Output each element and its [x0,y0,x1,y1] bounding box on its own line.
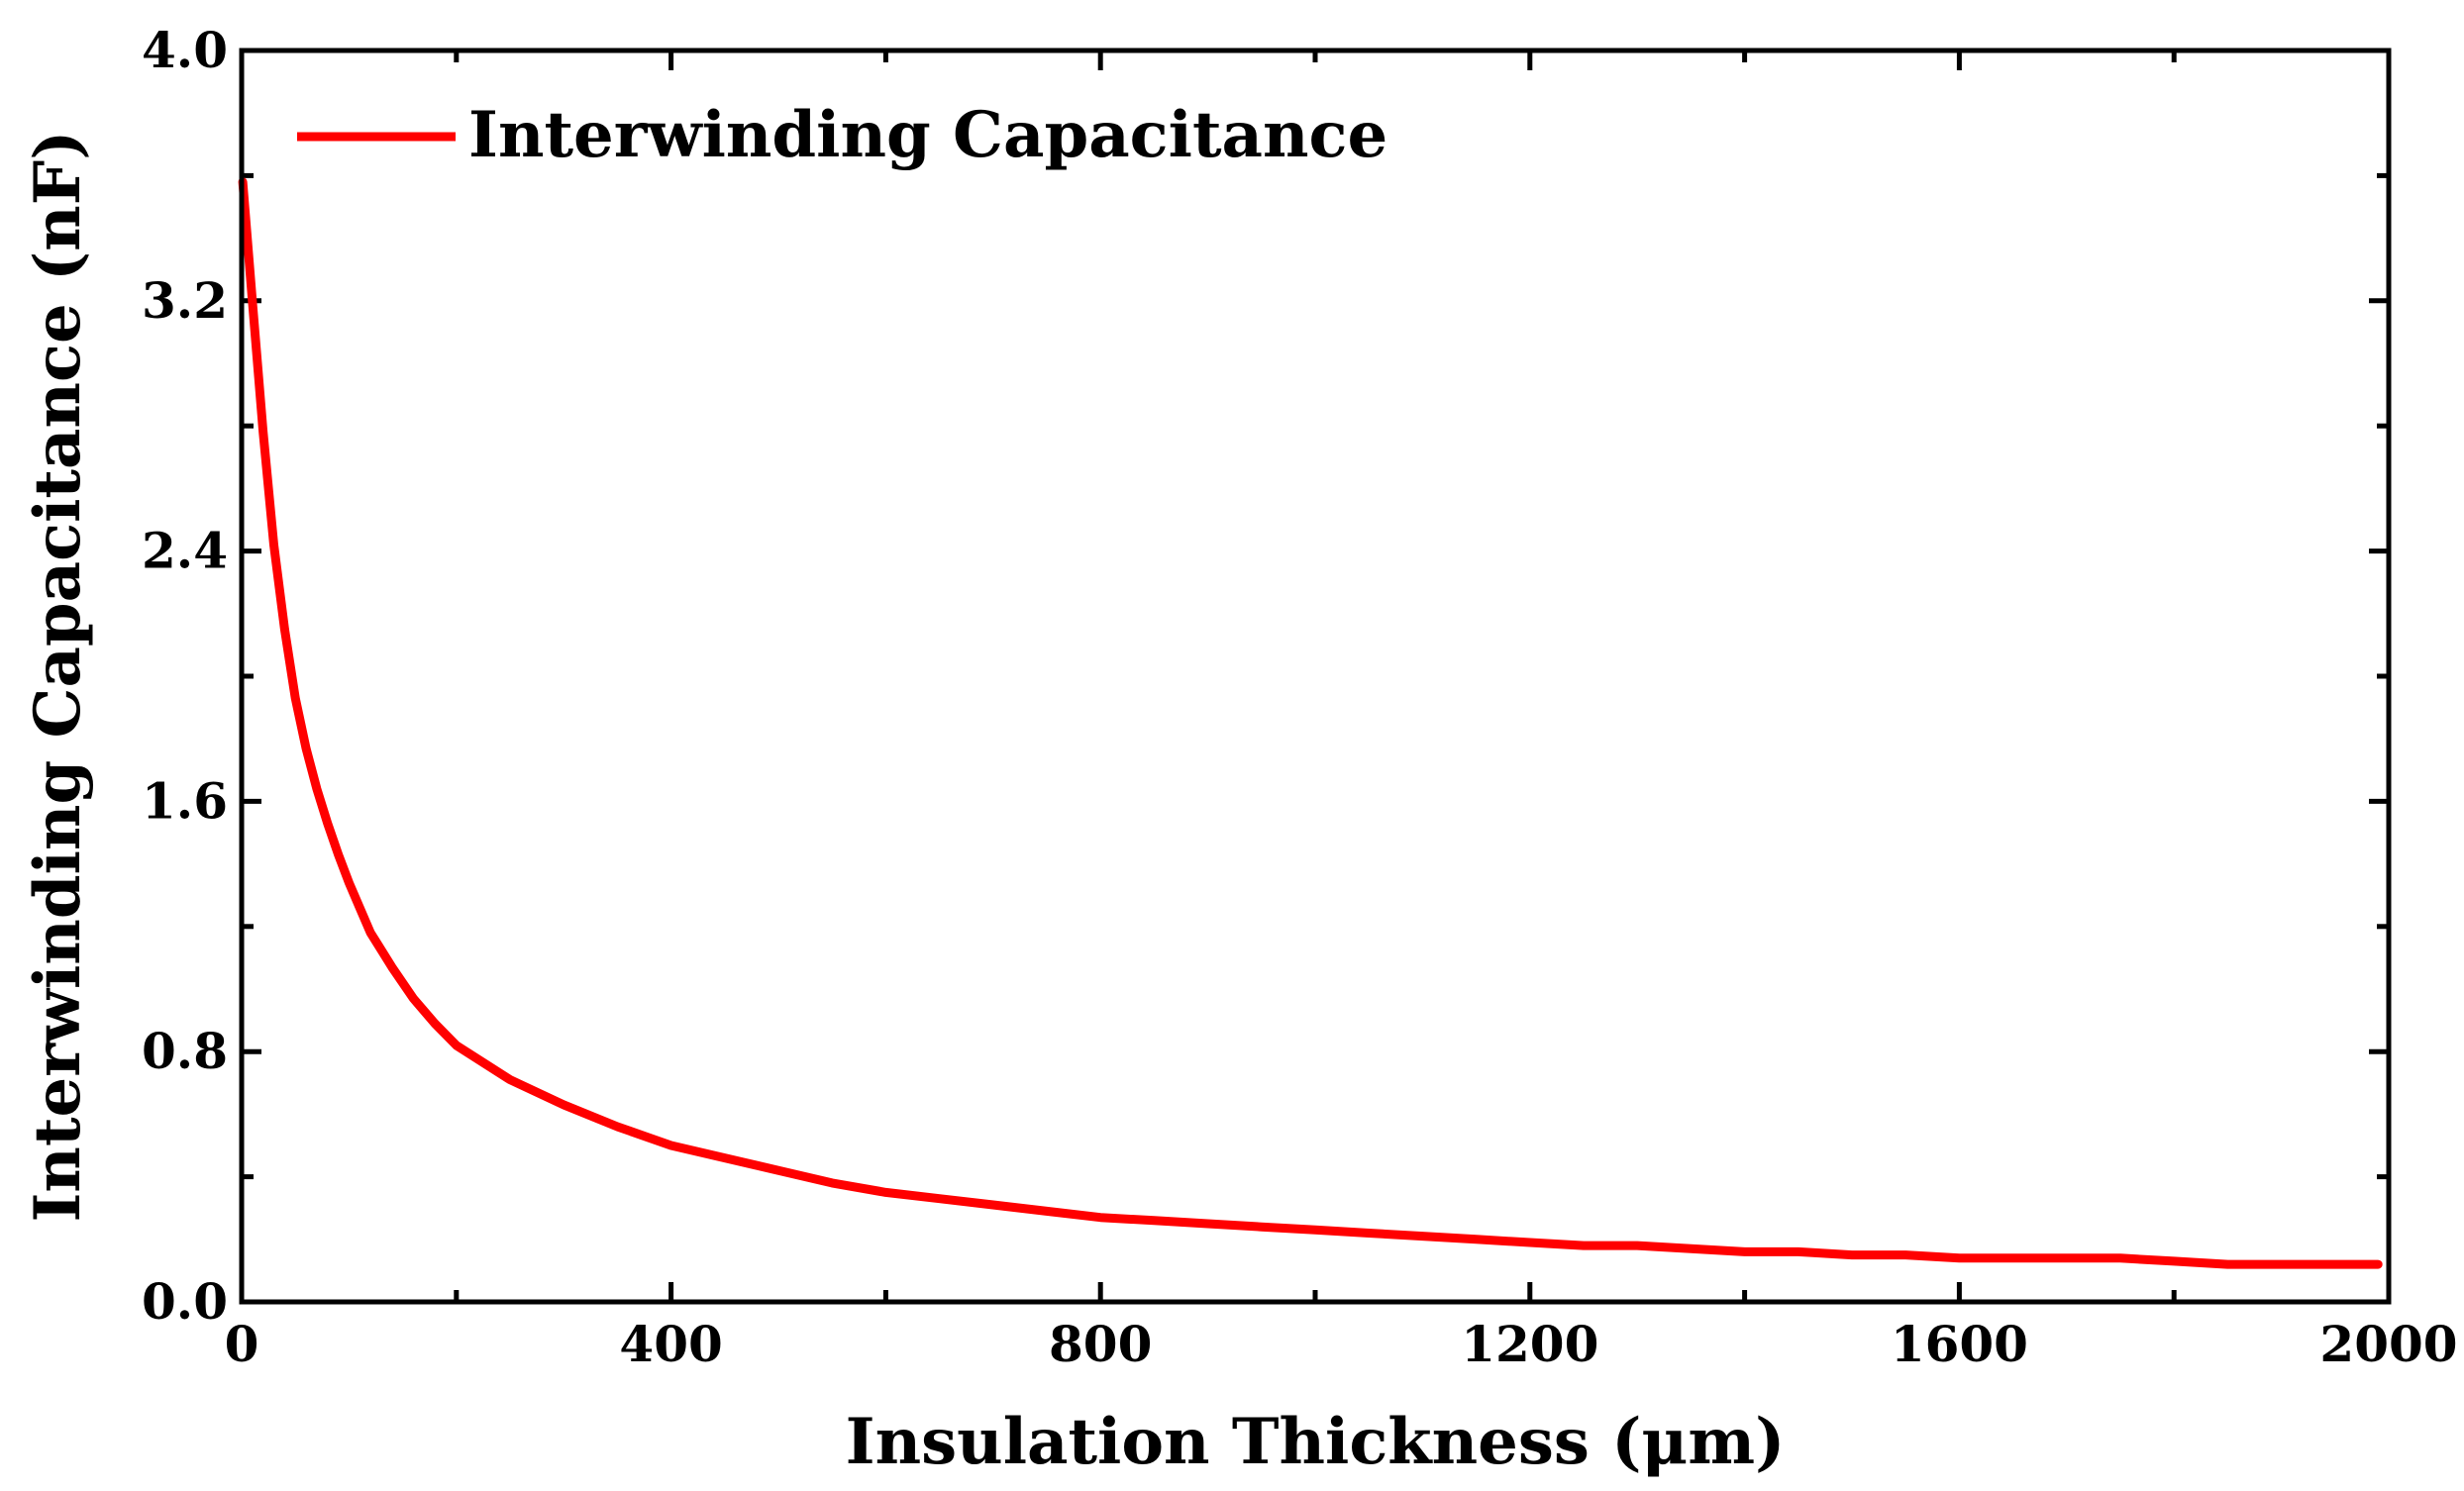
y-tick-label: 0.8 [142,1022,228,1080]
series-layer [238,177,2383,1269]
y-tick-label: 0.0 [142,1272,228,1331]
legend: Interwinding Capacitance [297,98,1387,172]
x-tick-label: 400 [619,1315,722,1373]
y-tick-label: 2.4 [142,522,228,580]
y-tick-label: 4.0 [142,21,228,79]
x-tick-label: 1200 [1461,1315,1598,1373]
y-tick-label: 1.6 [142,771,228,830]
axis-tick-labels: 0 400 800 1200 1600 2000 0.0 0.8 1.6 2.4 3.2 4.0 [142,21,2458,1373]
axis-ticks [239,48,2392,1305]
x-tick-label: 0 [225,1315,259,1373]
plot-frame [239,48,2392,1305]
y-axis-title: Interwinding Capacitance (nF) [21,131,95,1223]
x-tick-label: 1600 [1891,1315,2028,1373]
y-tick-label: 3.2 [142,271,228,330]
x-tick-label: 800 [1049,1315,1152,1373]
legend-label-interwinding-capacitance: Interwinding Capacitance [468,98,1387,172]
x-tick-label: 2000 [2319,1315,2457,1373]
series-line-interwinding-capacitance [238,177,2383,1269]
x-axis-title: Insulation Thickness (μm) [846,1405,1786,1479]
